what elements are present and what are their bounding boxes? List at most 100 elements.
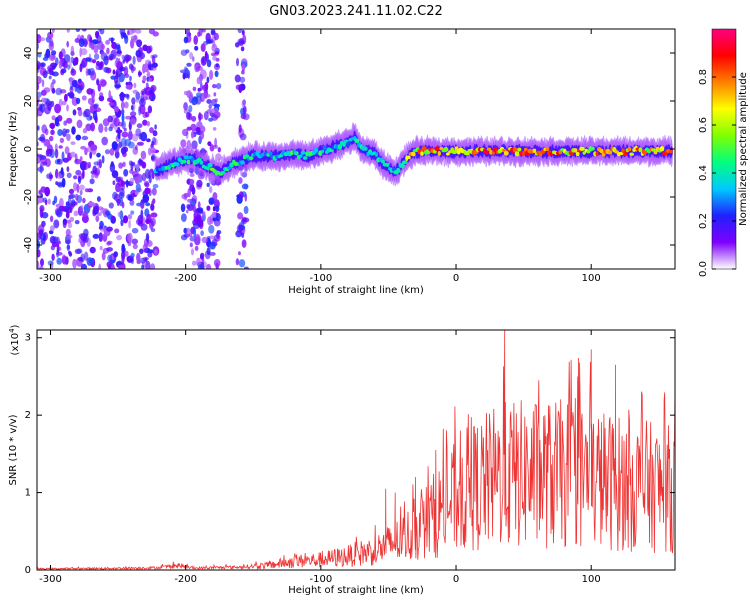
spectrogram-noise-cell — [206, 99, 212, 104]
spectrogram-ridge-core — [514, 151, 520, 157]
spectrogram-ridge-core — [183, 155, 189, 160]
spectrogram-noise-cell — [149, 45, 153, 53]
spectrogram-noise-cell — [135, 128, 142, 137]
spectrogram-ridge-core — [220, 170, 226, 175]
spectrogram-noise-cell — [39, 164, 43, 174]
spectrogram-noise-cell — [180, 139, 187, 148]
spectrogram-noise-cell — [151, 170, 155, 180]
spectrogram-noise-cell — [84, 188, 90, 193]
spectrogram-noise-cell — [65, 219, 72, 224]
spectrogram-noise-cell — [117, 121, 125, 127]
spectrogram-ridge-core — [407, 155, 411, 159]
spectrogram-ridge-core — [582, 151, 586, 155]
spectrogram-noise-cell — [94, 53, 100, 60]
spectrogram-noise-cell — [74, 158, 82, 165]
spectrogram-noise-cell — [46, 173, 51, 179]
spectrogram-noise-cell — [80, 145, 87, 150]
spectrogram-noise-cell — [62, 157, 70, 163]
spectrogram-y-tick-label: 0 — [23, 146, 34, 152]
spectrogram-ridge-core — [608, 150, 613, 155]
spectrogram-noise-cell — [207, 141, 212, 147]
spectrogram-noise-cell — [128, 63, 134, 70]
spectrogram-noise-cell — [212, 55, 217, 61]
spectrogram-noise-cell — [238, 40, 245, 44]
spectrogram-noise-cell — [132, 243, 138, 250]
spectrogram-ridge-core — [302, 156, 308, 160]
spectrogram-ridge-core — [322, 145, 327, 151]
spectrogram-noise-cell — [75, 169, 82, 176]
spectrogram-y-tick-label: 40 — [23, 47, 34, 60]
spectrogram-noise-cell — [105, 39, 110, 45]
spectrogram-noise-cell — [57, 173, 62, 180]
spectrogram-noise-cell — [38, 136, 45, 142]
spectrogram-noise-cell — [197, 264, 205, 269]
spectrogram-noise-cell — [101, 136, 108, 146]
spectrogram-noise-cell — [146, 235, 150, 245]
spectrogram-noise-cell — [121, 254, 125, 264]
spectrogram-noise-cell — [200, 69, 207, 80]
spectrogram-noise-cell — [94, 168, 101, 176]
spectrogram-noise-cell — [149, 168, 154, 173]
colorbar-tick-label: 0.6 — [698, 117, 709, 133]
spectrogram-noise-cell — [59, 137, 65, 144]
colorbar-tick-label: 0.8 — [698, 69, 709, 85]
spectrogram-noise-cell — [136, 163, 140, 173]
spectrogram-ridge-core — [618, 151, 624, 156]
spectrogram-noise-cell — [123, 66, 129, 76]
spectrogram-noise-cell — [56, 181, 64, 187]
spectrogram-ridge-core — [175, 162, 180, 167]
spectrogram-ridge-core — [532, 148, 537, 153]
spectrogram-noise-cell — [214, 98, 218, 103]
spectrogram-noise-cell — [106, 47, 110, 55]
spectrogram-noise-cell — [144, 187, 151, 195]
spectrogram-x-tick-label: 100 — [582, 273, 601, 284]
spectrogram-noise-cell — [209, 144, 215, 152]
spectrogram-noise-cell — [186, 179, 190, 184]
spectrogram-noise-cell — [48, 75, 52, 80]
spectrogram-noise-cell — [43, 87, 51, 93]
spectrogram-noise-cell — [58, 145, 63, 149]
spectrogram-ridge-core — [374, 152, 379, 157]
spectrogram-noise-cell — [210, 52, 216, 57]
spectrogram-noise-cell — [108, 54, 115, 58]
snr-y-tick-label: 2 — [25, 410, 31, 421]
spectrogram-noise-cell — [113, 251, 118, 258]
spectrogram-noise-cell — [200, 56, 207, 67]
spectrogram-noise-cell — [66, 166, 70, 172]
spectrogram-noise-cell — [130, 252, 135, 258]
spectrogram-noise-cell — [144, 168, 151, 179]
spectrogram-noise-cell — [58, 59, 63, 69]
spectrogram-noise-cell — [111, 171, 118, 177]
spectrogram-noise-cell — [193, 227, 197, 238]
spectrogram-ridge-core — [299, 154, 303, 158]
spectrogram-noise-cell — [183, 102, 189, 111]
spectrogram-noise-cell — [135, 91, 141, 101]
spectrogram-noise-cell — [236, 57, 239, 67]
spectrogram-noise-cell — [152, 183, 159, 189]
spectrogram-noise-cell — [186, 203, 191, 209]
spectrogram-noise-cell — [37, 249, 41, 258]
spectrogram-noise-cell — [56, 249, 60, 258]
spectrogram-noise-cell — [130, 161, 134, 171]
spectrogram-noise-cell — [214, 137, 218, 148]
spectrogram-noise-cell — [209, 69, 214, 80]
spectrogram-noise-cell — [208, 117, 214, 122]
spectrogram-noise-cell — [130, 210, 135, 215]
snr-x-tick-label: -200 — [174, 574, 197, 585]
spectrogram-noise-cell — [73, 210, 79, 217]
spectrogram-noise-cell — [120, 180, 125, 187]
spectrogram-noise-cell — [136, 202, 143, 207]
spectrogram-noise-cell — [200, 43, 206, 52]
spectrogram-noise-cell — [93, 104, 99, 108]
spectrogram-noise-cell — [68, 188, 75, 195]
spectrogram-noise-cell — [90, 122, 95, 132]
spectrogram-noise-cell — [117, 260, 122, 266]
spectrogram-noise-cell — [49, 54, 56, 61]
spectrogram-noise-cell — [75, 134, 82, 141]
snr-scale-exponent: 4 — [8, 328, 16, 333]
spectrogram-noise-cell — [59, 205, 66, 210]
spectrogram-noise-cell — [147, 77, 153, 82]
spectrogram-noise-cell — [107, 240, 113, 245]
spectrogram-noise-cell — [125, 54, 132, 62]
spectrogram-noise-cell — [154, 124, 157, 130]
